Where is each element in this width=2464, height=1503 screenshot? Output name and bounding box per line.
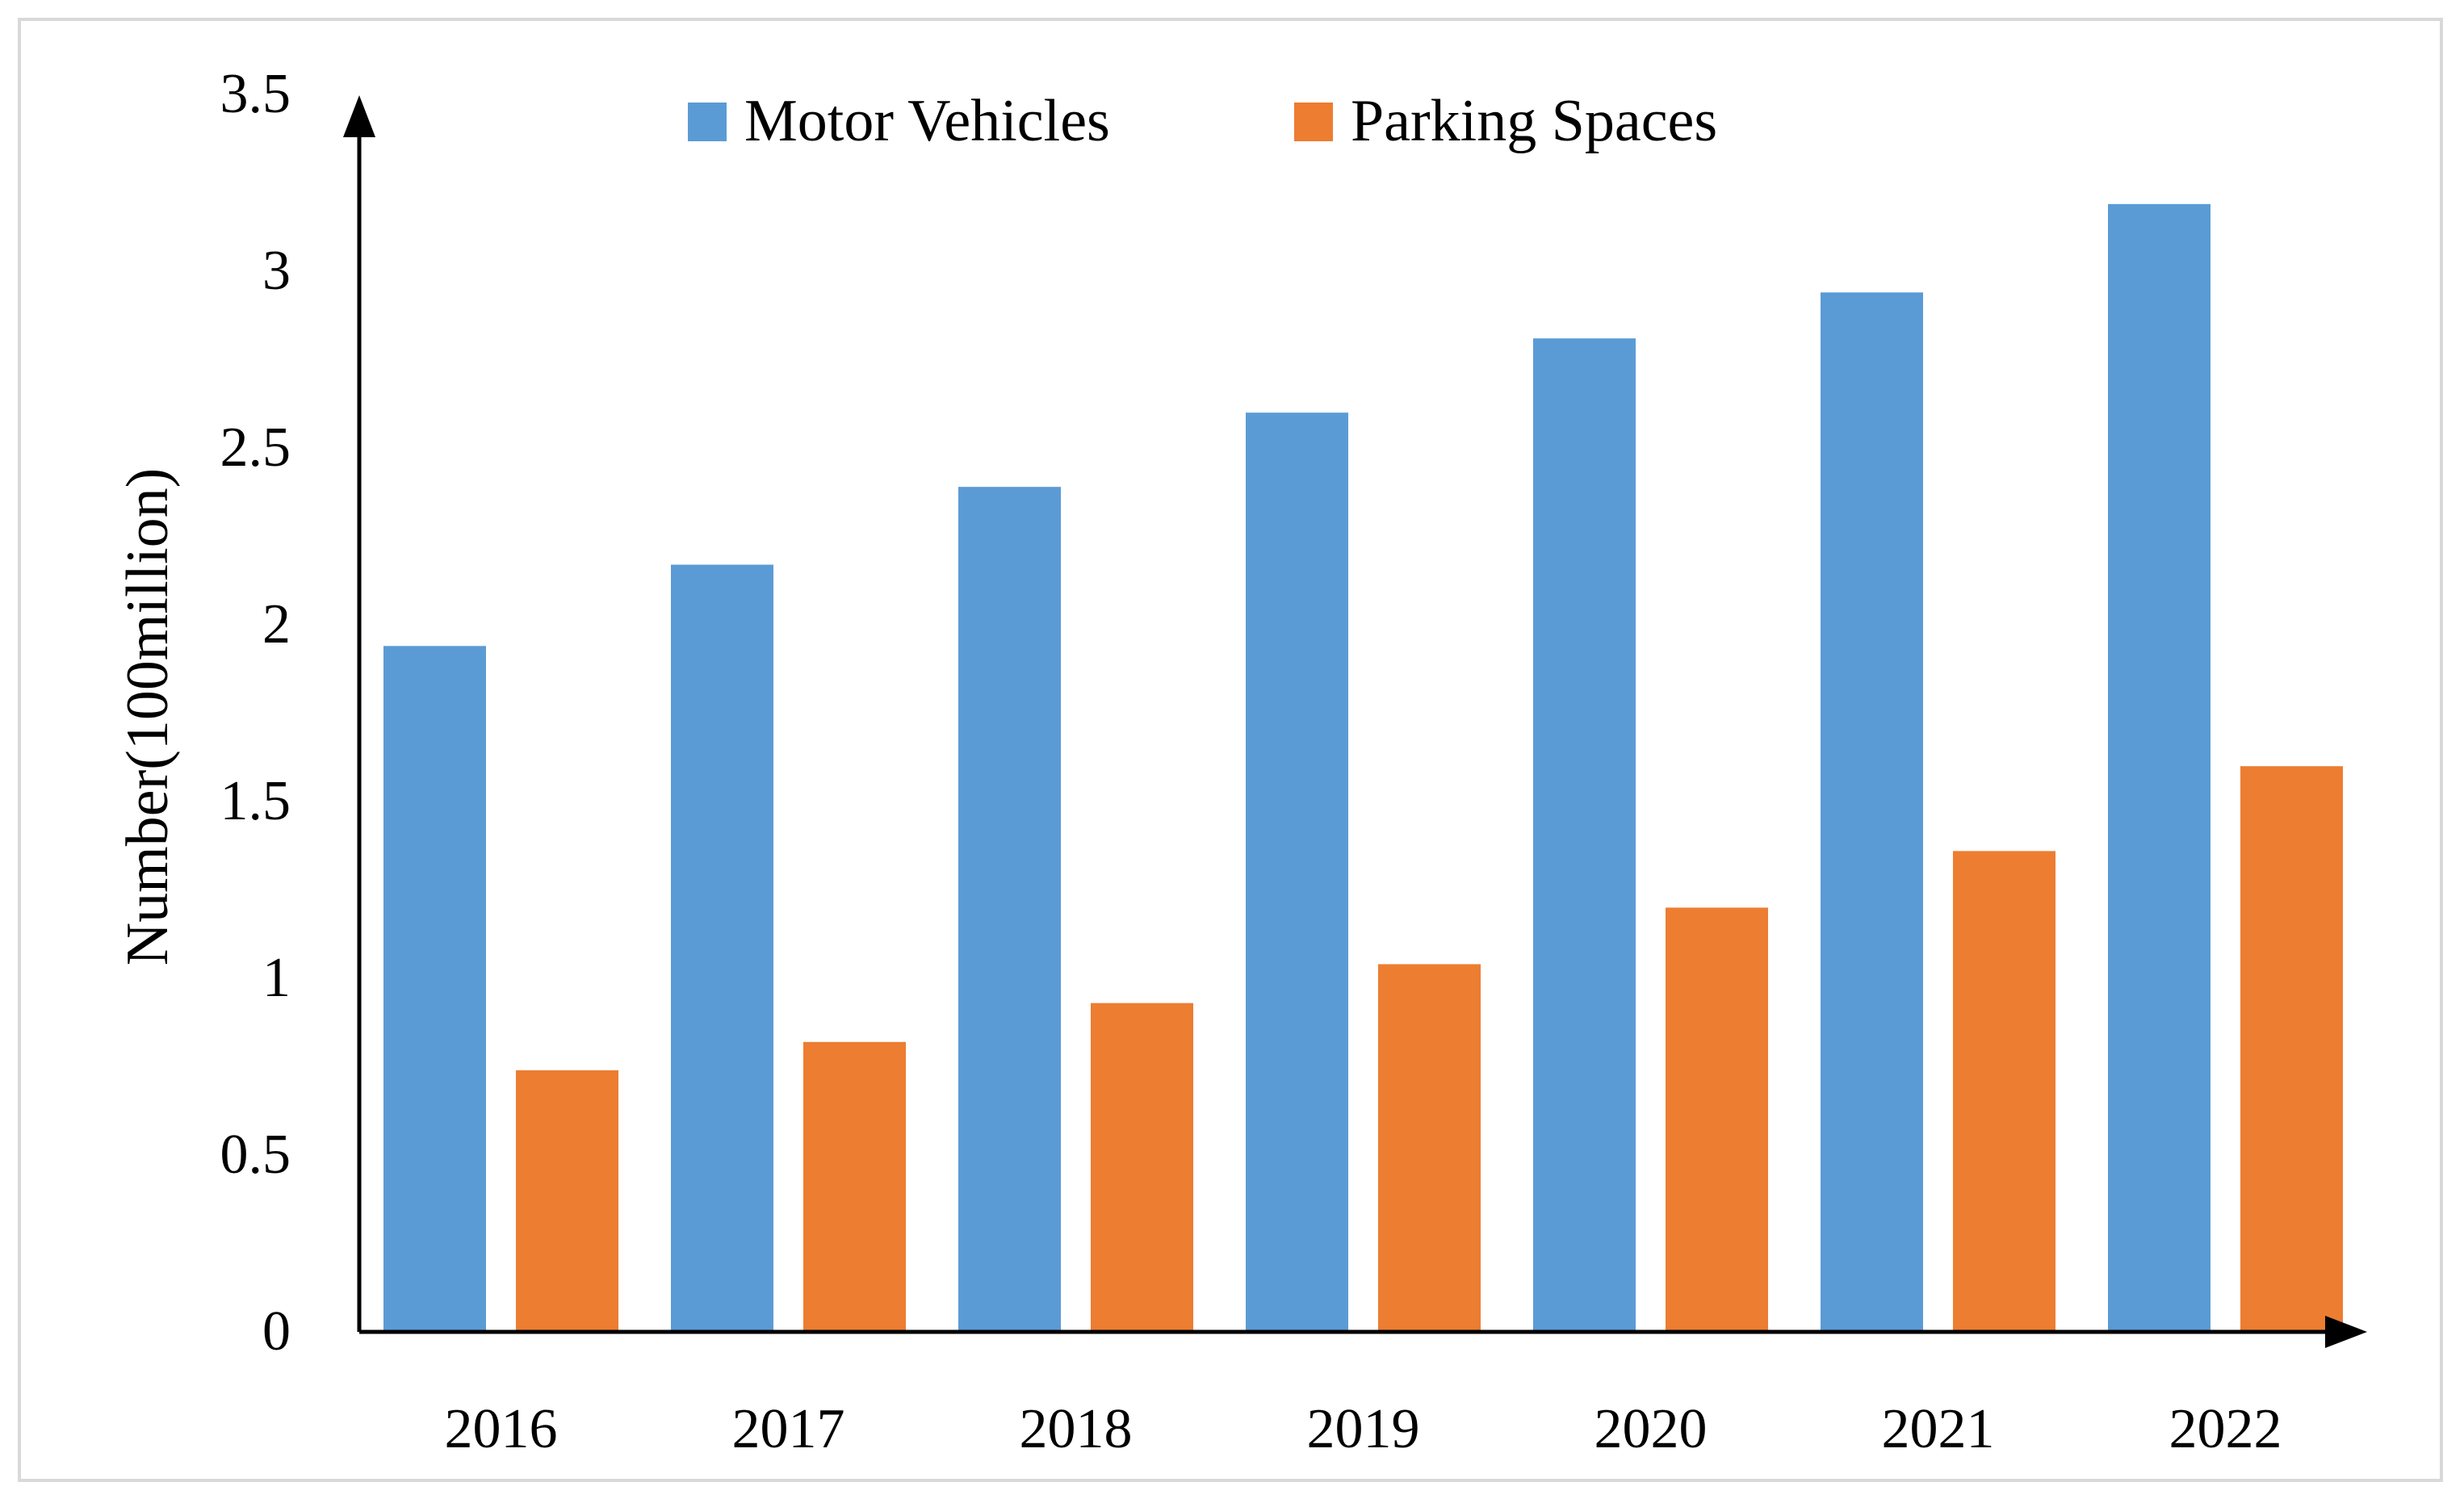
y-tick-label: 3	[262, 240, 291, 302]
bar-motor-vehicles-2021	[1821, 292, 1923, 1332]
bar-parking-spaces-2019	[1378, 964, 1481, 1332]
x-tick-labels: 2016 2017 2018 2019 2020 2021 2022	[445, 1398, 2282, 1460]
axes-layer	[343, 95, 2367, 1348]
bars-layer	[383, 203, 2343, 1333]
bar-motor-vehicles-2017	[671, 564, 773, 1332]
bar-motor-vehicles-2022	[2108, 203, 2210, 1332]
legend-swatch-motor-vehicles	[688, 103, 727, 141]
y-axis-title: Number(100million)	[115, 468, 181, 966]
bar-parking-spaces-2021	[1953, 851, 2055, 1332]
y-tick-label: 3.5	[220, 63, 291, 125]
x-tick-label: 2021	[1882, 1398, 1995, 1460]
x-tick-label: 2019	[1307, 1398, 1420, 1460]
y-tick-label: 2	[262, 593, 291, 655]
y-tick-label: 2.5	[220, 417, 291, 479]
x-axis-arrow	[2325, 1316, 2367, 1348]
bar-parking-spaces-2022	[2240, 766, 2343, 1332]
bar-motor-vehicles-2016	[383, 646, 486, 1332]
y-tick-label: 1.5	[220, 770, 291, 832]
x-tick-label: 2016	[445, 1398, 558, 1460]
legend-label-parking-spaces: Parking Spaces	[1351, 88, 1717, 154]
y-tick-labels: 0 0.5 1 1.5 2 2.5 3 3.5	[220, 63, 291, 1363]
x-tick-label: 2022	[2169, 1398, 2282, 1460]
x-tick-label: 2020	[1594, 1398, 1708, 1460]
y-axis-arrow	[343, 95, 375, 137]
x-tick-label: 2017	[732, 1398, 845, 1460]
y-tick-label: 0	[262, 1300, 291, 1363]
x-tick-label: 2018	[1020, 1398, 1133, 1460]
y-tick-label: 0.5	[220, 1124, 291, 1186]
legend-label-motor-vehicles: Motor Vehicles	[744, 88, 1110, 154]
legend: Motor Vehicles Parking Spaces	[688, 88, 1717, 154]
bar-parking-spaces-2016	[516, 1070, 618, 1332]
bar-parking-spaces-2020	[1666, 907, 1768, 1332]
bar-parking-spaces-2018	[1091, 1003, 1193, 1332]
bar-motor-vehicles-2019	[1246, 412, 1348, 1333]
bar-parking-spaces-2017	[803, 1041, 906, 1332]
y-tick-label: 1	[262, 947, 291, 1009]
bar-motor-vehicles-2018	[958, 487, 1061, 1333]
bar-motor-vehicles-2020	[1533, 338, 1636, 1333]
legend-swatch-parking-spaces	[1294, 103, 1333, 141]
